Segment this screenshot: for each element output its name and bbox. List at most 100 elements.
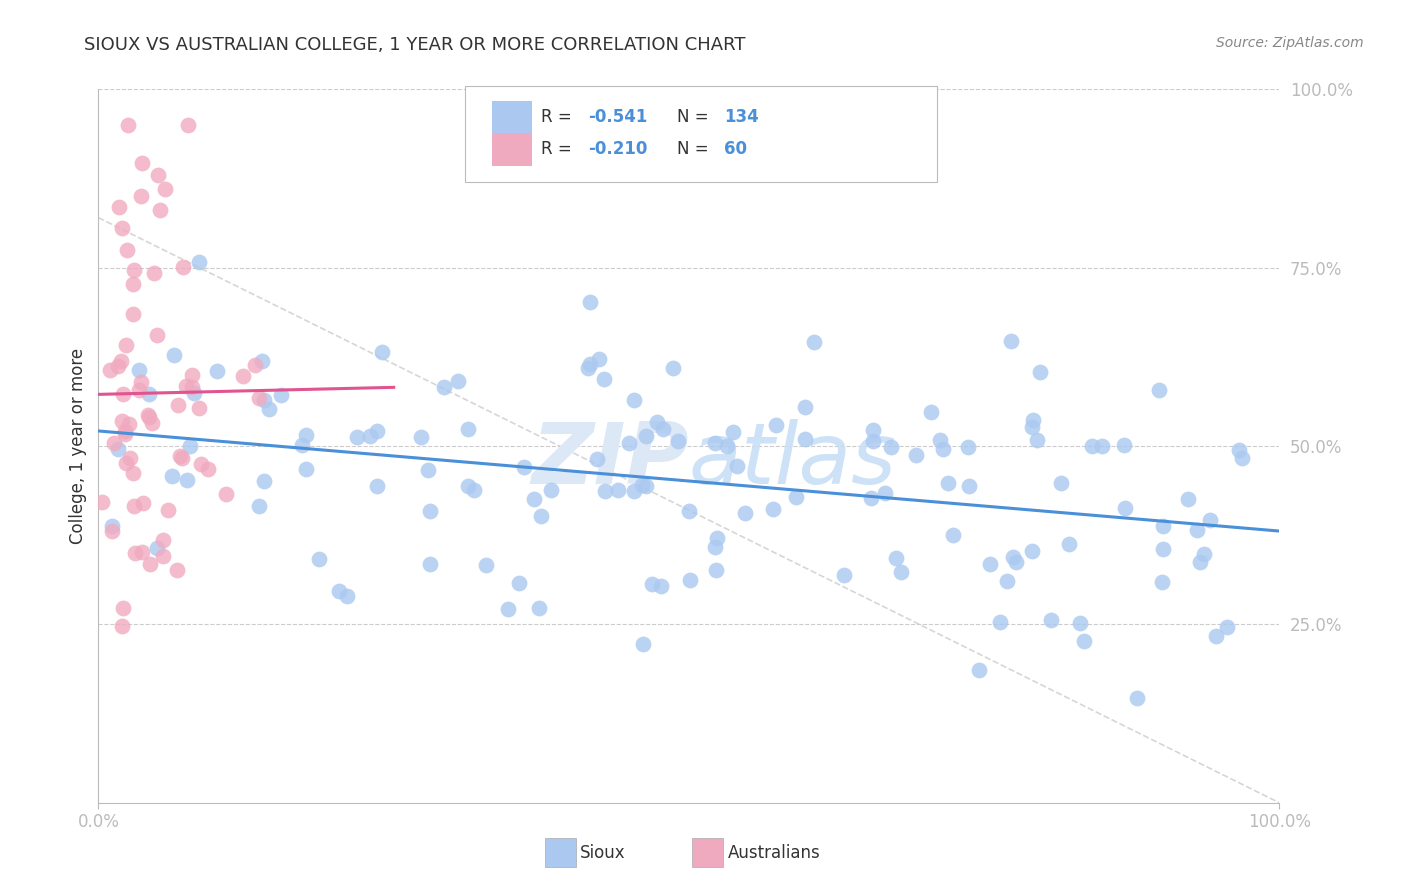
Point — [1227, 442, 1250, 457]
Point — [734, 506, 756, 520]
Point — [988, 615, 1011, 630]
Point — [416, 462, 439, 476]
FancyBboxPatch shape — [492, 133, 531, 166]
Point — [862, 434, 884, 448]
Point — [346, 430, 368, 444]
Point — [115, 338, 138, 352]
Point — [512, 460, 534, 475]
Point — [1126, 690, 1149, 705]
FancyBboxPatch shape — [464, 86, 936, 182]
Point — [139, 557, 162, 571]
Point — [474, 558, 496, 572]
Point — [873, 486, 896, 500]
Point — [704, 435, 727, 450]
Point — [1199, 512, 1222, 526]
Point — [995, 574, 1018, 588]
Point — [115, 243, 138, 257]
Point — [215, 487, 238, 501]
Point — [1149, 384, 1171, 398]
Point — [623, 393, 645, 408]
Point — [957, 479, 980, 493]
Point — [121, 307, 143, 321]
Point — [232, 368, 254, 383]
Point — [606, 483, 628, 497]
Point — [101, 524, 124, 539]
Point — [366, 424, 388, 438]
Point — [1114, 501, 1136, 516]
Point — [904, 448, 927, 462]
Point — [794, 401, 817, 415]
Point — [1000, 334, 1022, 348]
Point — [138, 409, 160, 424]
Point — [160, 468, 183, 483]
Point — [1189, 555, 1212, 569]
Point — [419, 503, 441, 517]
Text: Source: ZipAtlas.com: Source: ZipAtlas.com — [1216, 36, 1364, 50]
Point — [131, 375, 153, 389]
Point — [593, 483, 616, 498]
Text: 60: 60 — [724, 140, 748, 158]
Text: N =: N = — [678, 140, 714, 158]
FancyBboxPatch shape — [492, 101, 531, 134]
Point — [128, 384, 150, 398]
Point — [463, 483, 485, 497]
Point — [179, 439, 201, 453]
Point — [152, 549, 174, 563]
Text: atlas: atlas — [689, 418, 897, 502]
Point — [666, 434, 689, 449]
Point — [862, 423, 884, 437]
Point — [803, 335, 825, 350]
Point — [169, 450, 191, 464]
Point — [1025, 434, 1047, 448]
Text: 134: 134 — [724, 108, 759, 126]
Point — [630, 478, 652, 492]
Point — [725, 458, 748, 473]
Point — [929, 434, 952, 448]
Point — [243, 358, 266, 372]
Point — [1185, 523, 1208, 537]
Point — [124, 263, 146, 277]
Point — [111, 386, 134, 401]
Point — [967, 663, 990, 677]
Point — [291, 438, 314, 452]
Point — [131, 156, 153, 170]
Point — [163, 348, 186, 362]
Point — [371, 345, 394, 359]
Point — [447, 374, 470, 388]
Point — [1230, 450, 1253, 465]
Point — [118, 417, 141, 431]
Point — [101, 519, 124, 533]
Point — [956, 440, 979, 454]
Point — [270, 387, 292, 401]
Point — [136, 408, 159, 422]
Point — [890, 566, 912, 580]
Point — [107, 200, 129, 214]
Point — [166, 563, 188, 577]
Point — [765, 417, 787, 432]
Point — [1152, 575, 1174, 590]
Point — [100, 363, 122, 377]
Point — [636, 429, 658, 443]
Point — [90, 494, 112, 508]
Point — [107, 359, 129, 374]
Point — [187, 401, 209, 415]
Text: Sioux: Sioux — [581, 844, 626, 862]
Point — [979, 557, 1001, 571]
Point — [704, 564, 727, 578]
Point — [138, 387, 160, 401]
Point — [1029, 365, 1052, 379]
Point — [128, 363, 150, 377]
Point — [149, 202, 172, 217]
Point — [1152, 519, 1174, 533]
Point — [121, 466, 143, 480]
Point — [579, 295, 602, 310]
Point — [111, 414, 134, 428]
Point — [172, 260, 194, 275]
Point — [328, 583, 350, 598]
Point — [661, 361, 683, 376]
Point — [205, 364, 228, 378]
Point — [527, 601, 550, 615]
FancyBboxPatch shape — [693, 838, 723, 867]
Point — [1177, 491, 1199, 506]
Point — [936, 476, 959, 491]
